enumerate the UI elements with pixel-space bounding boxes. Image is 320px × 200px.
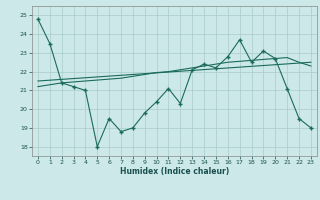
X-axis label: Humidex (Indice chaleur): Humidex (Indice chaleur) [120, 167, 229, 176]
